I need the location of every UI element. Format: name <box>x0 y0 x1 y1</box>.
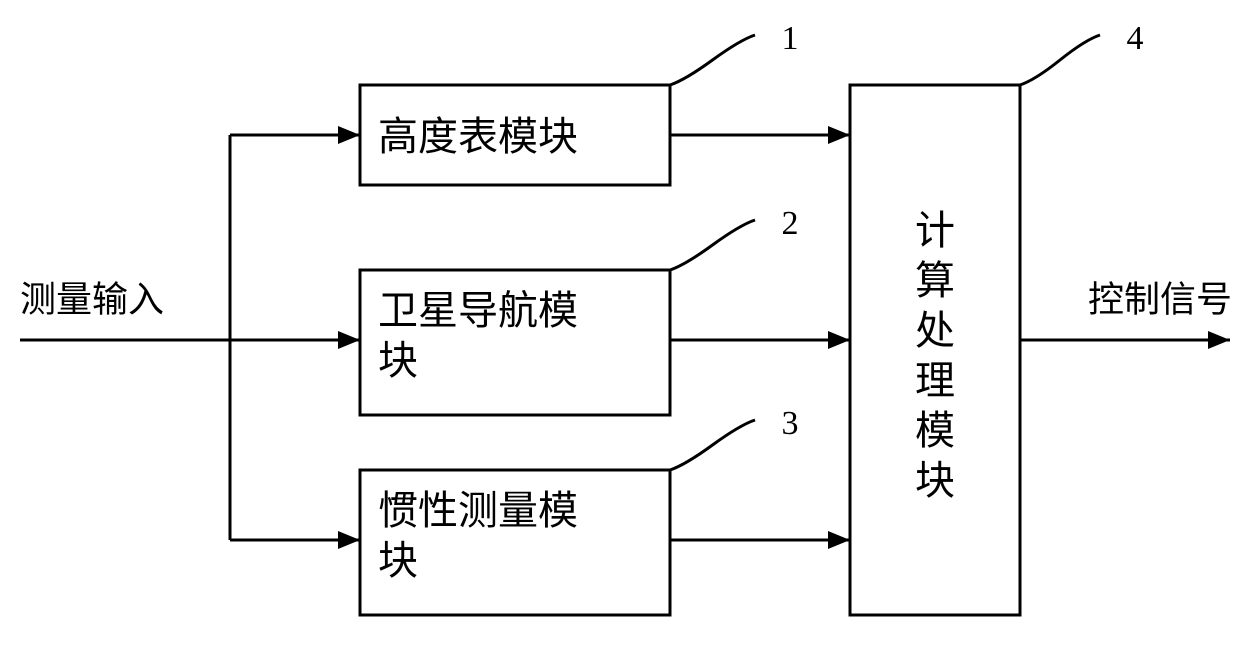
processor-callout-num: 4 <box>1127 20 1144 57</box>
inertial-text-0: 惯性测量模 <box>378 488 578 533</box>
satnav-text-0: 卫星导航模 <box>378 288 578 333</box>
satnav-text-1: 块 <box>378 338 418 383</box>
processor-text-4: 模 <box>915 408 955 453</box>
input-label: 测量输入 <box>20 279 164 319</box>
processor-text-3: 理 <box>915 358 955 403</box>
inertial-text-1: 块 <box>378 538 418 583</box>
processor-text-0: 计 <box>915 208 955 253</box>
output-label: 控制信号 <box>1088 279 1232 319</box>
processor-text-2: 处 <box>915 308 955 353</box>
satnav-callout-num: 2 <box>782 205 799 242</box>
processor-text-5: 块 <box>915 458 955 503</box>
inertial-callout-num: 3 <box>782 405 799 442</box>
altimeter-text-0: 高度表模块 <box>378 114 578 159</box>
altimeter-callout-num: 1 <box>782 20 799 57</box>
processor-text-1: 算 <box>915 258 955 303</box>
